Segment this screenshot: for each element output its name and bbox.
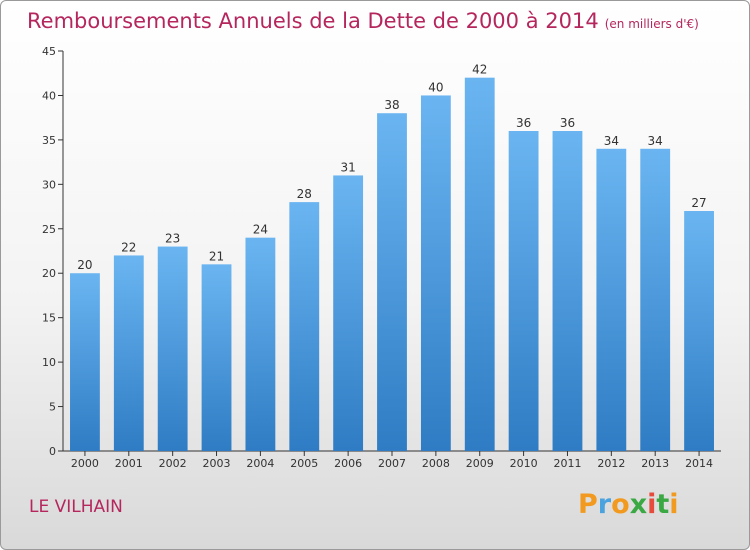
- logo-letter: P: [578, 489, 598, 520]
- x-tick-label: 2002: [159, 457, 187, 470]
- bar-value-label: 34: [648, 134, 663, 148]
- chart-title-text: Remboursements Annuels de la Dette de 20…: [27, 9, 599, 33]
- x-tick-label: 2008: [422, 457, 450, 470]
- bar-value-label: 40: [428, 80, 443, 94]
- x-tick-label: 2005: [290, 457, 318, 470]
- y-tick-label: 5: [49, 401, 56, 414]
- y-tick-label: 35: [42, 134, 56, 147]
- bar: [70, 273, 100, 451]
- bar-value-label: 23: [165, 232, 180, 246]
- bar: [289, 202, 320, 451]
- bar: [420, 95, 451, 451]
- x-tick-label: 2006: [334, 457, 362, 470]
- x-tick-label: 2001: [115, 457, 143, 470]
- logo-letter: t: [656, 489, 670, 520]
- chart-title: Remboursements Annuels de la Dette de 20…: [27, 9, 699, 33]
- bar: [508, 131, 539, 451]
- y-tick-label: 40: [42, 89, 56, 102]
- bar: [113, 255, 144, 451]
- bar: [333, 175, 364, 451]
- proxiti-logo: Proxiti: [578, 489, 679, 520]
- y-tick-label: 20: [42, 267, 56, 280]
- y-tick-label: 15: [42, 312, 56, 325]
- x-tick-label: 2011: [553, 457, 581, 470]
- bar-value-label: 27: [691, 196, 706, 210]
- x-tick-label: 2007: [378, 457, 406, 470]
- bar-value-label: 42: [472, 63, 487, 77]
- bar-value-label: 24: [253, 223, 268, 237]
- chart-unit: (en milliers d'€): [604, 17, 699, 31]
- logo-letter: i: [669, 489, 679, 520]
- x-tick-label: 2004: [246, 457, 274, 470]
- x-tick-label: 2012: [597, 457, 625, 470]
- y-tick-label: 0: [49, 445, 56, 458]
- x-tick-label: 2010: [510, 457, 538, 470]
- x-tick-label: 2003: [203, 457, 231, 470]
- x-tick-label: 2000: [71, 457, 99, 470]
- bar: [684, 211, 714, 451]
- logo-letter: x: [629, 489, 648, 520]
- y-tick-label: 25: [42, 223, 56, 236]
- bar-value-label: 28: [297, 187, 312, 201]
- bar-value-label: 21: [209, 249, 224, 263]
- commune-name: LE VILHAIN: [29, 497, 123, 517]
- bar: [552, 131, 583, 451]
- x-tick-label: 2009: [466, 457, 494, 470]
- x-tick-label: 2013: [641, 457, 669, 470]
- logo-letter: o: [611, 489, 630, 520]
- bar: [464, 77, 495, 452]
- bar: [596, 148, 627, 451]
- bar-value-label: 20: [77, 258, 92, 272]
- labels: 20 2000 22 2001 23 2002 21 2003 24 2004 28 2005 31 20…: [71, 63, 713, 470]
- bar-value-label: 38: [384, 98, 399, 112]
- logo-letter: i: [647, 489, 657, 520]
- y-tick-label: 10: [42, 356, 56, 369]
- bar: [377, 113, 407, 451]
- bar: [157, 246, 188, 451]
- bar-value-label: 36: [516, 116, 531, 130]
- bar: [201, 264, 232, 451]
- bar: [245, 237, 276, 451]
- x-tick-label: 2014: [685, 457, 713, 470]
- bar-value-label: 31: [340, 160, 355, 174]
- bar-value-label: 22: [121, 240, 136, 254]
- y-tick-label: 30: [42, 178, 56, 191]
- bars: [70, 77, 714, 452]
- logo-letter: r: [597, 489, 612, 520]
- bar-value-label: 36: [560, 116, 575, 130]
- y-tick-label: 45: [42, 45, 56, 58]
- bar: [640, 148, 671, 451]
- bar-value-label: 34: [604, 134, 619, 148]
